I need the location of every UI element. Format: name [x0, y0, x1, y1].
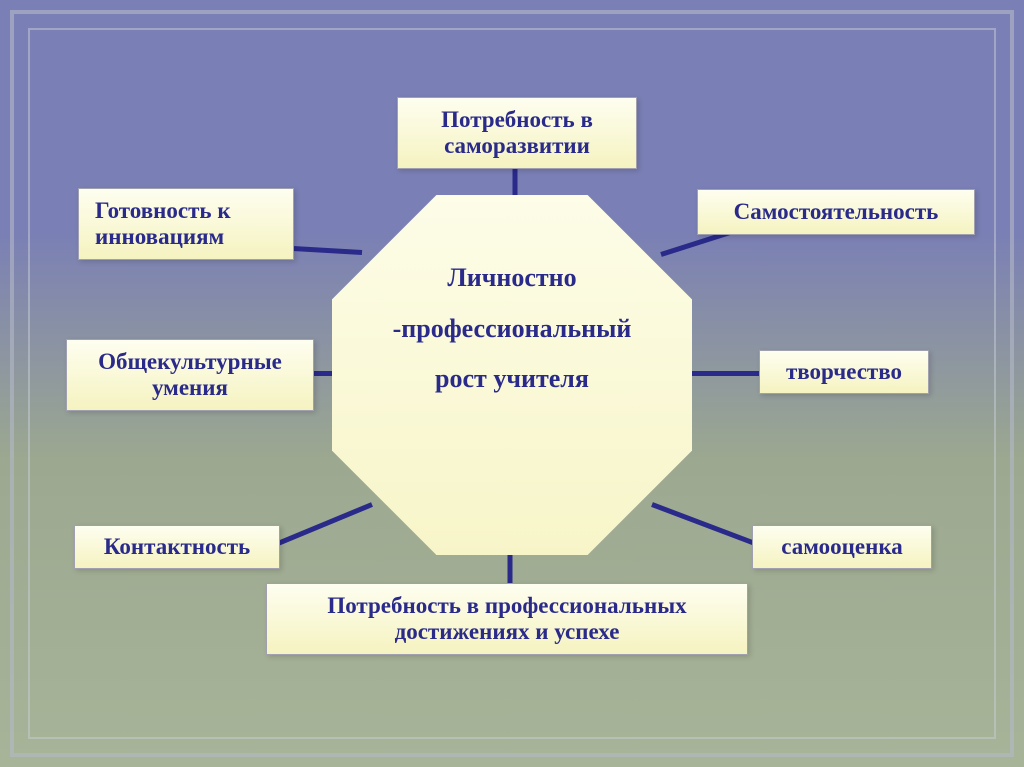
- node-tr: Самостоятельность: [697, 189, 975, 235]
- node-l: Общекультурные умения: [66, 339, 314, 411]
- node-top: Потребность в саморазвитии: [397, 97, 637, 169]
- connector-6: [312, 371, 335, 376]
- center-line-1: Личностно: [447, 263, 576, 292]
- connector-2: [690, 371, 760, 376]
- center-line-3: рост учителя: [435, 364, 589, 393]
- diagram-canvas: Личностно -профессиональный рост учителя…: [0, 0, 1024, 767]
- node-bl: Контактность: [74, 525, 280, 569]
- connector-7: [293, 246, 362, 255]
- connector-4: [508, 553, 513, 584]
- connector-0: [513, 168, 518, 197]
- connector-5: [277, 502, 373, 546]
- node-bottom: Потребность в профессиональных достижени…: [266, 583, 748, 655]
- center-text: Личностно -профессиональный рост учителя: [393, 253, 632, 405]
- connector-3: [651, 502, 756, 546]
- node-br: самооценка: [752, 525, 932, 569]
- node-tl: Готовность к инновациям: [78, 188, 294, 260]
- center-node: Личностно -профессиональный рост учителя: [332, 195, 692, 555]
- node-r: творчество: [759, 350, 929, 394]
- center-line-2: -профессиональный: [393, 314, 632, 343]
